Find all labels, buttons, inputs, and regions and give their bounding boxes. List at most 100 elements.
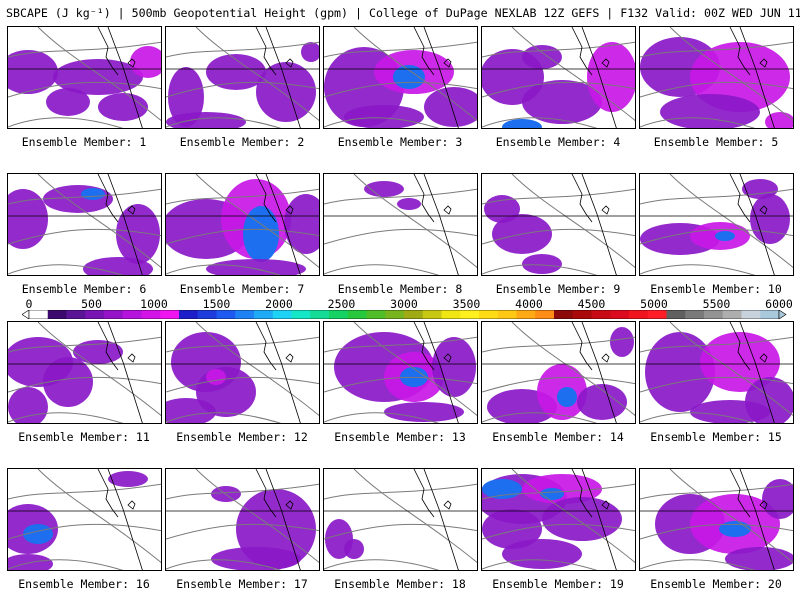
height-contour bbox=[640, 228, 793, 245]
colorbar-tick-label: 1000 bbox=[140, 297, 168, 311]
cape-shading bbox=[73, 340, 123, 364]
island-outline bbox=[443, 58, 452, 68]
colorbar-swatch bbox=[29, 310, 49, 319]
cape-shading bbox=[211, 547, 301, 570]
cape-shading bbox=[482, 479, 522, 499]
colorbar-swatch bbox=[741, 310, 761, 319]
coastline bbox=[255, 469, 277, 518]
height-contour bbox=[324, 483, 477, 500]
cape-shading bbox=[762, 479, 793, 519]
height-contour bbox=[8, 376, 161, 393]
cape-shading bbox=[206, 54, 266, 90]
map-title: SBCAPE (J kg⁻¹) | 500mb Geopotential Hei… bbox=[6, 6, 800, 20]
height-contour bbox=[324, 188, 477, 205]
ensemble-member-map bbox=[7, 26, 162, 129]
coastline bbox=[729, 322, 751, 371]
coastline bbox=[729, 174, 751, 223]
state-border bbox=[739, 174, 775, 275]
ensemble-member-map bbox=[323, 468, 478, 571]
colorbar-tick-label: 5000 bbox=[640, 297, 668, 311]
coastline bbox=[729, 469, 751, 518]
colorbar-swatch bbox=[272, 310, 292, 319]
colorbar-tick-label: 5500 bbox=[702, 297, 731, 311]
ensemble-member-label: Ensemble Member: 7 bbox=[179, 282, 305, 296]
map-canvas bbox=[166, 27, 319, 128]
cape-shading bbox=[432, 337, 476, 397]
cape-shading bbox=[610, 327, 634, 357]
coastline bbox=[571, 469, 593, 518]
cape-shading bbox=[23, 524, 53, 544]
ensemble-member-map bbox=[639, 468, 794, 571]
height-contour bbox=[482, 228, 635, 245]
height-contour bbox=[166, 41, 319, 58]
map-canvas bbox=[640, 27, 793, 128]
ensemble-member-label: Ensemble Member: 12 bbox=[176, 430, 308, 444]
island-outline bbox=[127, 500, 136, 510]
state-border bbox=[581, 469, 617, 570]
colorbar-swatch bbox=[291, 310, 311, 319]
cape-shading bbox=[522, 254, 562, 274]
ensemble-member-label: Ensemble Member: 14 bbox=[492, 430, 624, 444]
cape-shading bbox=[243, 206, 279, 262]
island-outline bbox=[285, 500, 294, 510]
map-canvas bbox=[482, 322, 635, 423]
height-contour bbox=[166, 188, 319, 205]
cape-shading bbox=[83, 257, 153, 275]
cape-shading bbox=[765, 112, 793, 128]
map-canvas bbox=[8, 174, 161, 275]
cape-shading bbox=[116, 204, 160, 264]
cape-shading bbox=[46, 88, 90, 116]
cape-shading bbox=[577, 384, 627, 420]
map-canvas bbox=[166, 469, 319, 570]
ensemble-member-label: Ensemble Member: 5 bbox=[653, 135, 779, 149]
ensemble-member-map bbox=[165, 321, 320, 424]
island-outline bbox=[601, 58, 610, 68]
state-border bbox=[423, 469, 459, 570]
island-outline bbox=[601, 500, 610, 510]
height-contour bbox=[640, 483, 793, 500]
cape-shading bbox=[725, 547, 793, 570]
state-border bbox=[739, 469, 775, 570]
cape-shading bbox=[660, 94, 760, 128]
cape-shading bbox=[502, 119, 542, 128]
colorbar-swatch bbox=[160, 310, 180, 319]
cape-shading bbox=[206, 369, 226, 385]
map-canvas bbox=[324, 469, 477, 570]
cape-shading bbox=[542, 497, 622, 541]
colorbar-swatch bbox=[347, 310, 367, 319]
state-border bbox=[265, 322, 301, 423]
cape-shading bbox=[344, 105, 424, 128]
ensemble-member-map bbox=[7, 173, 162, 276]
colorbar-swatch bbox=[141, 310, 161, 319]
state-border bbox=[265, 174, 301, 275]
colorbar-swatch bbox=[460, 310, 480, 319]
ensemble-member-label: Ensemble Member: 3 bbox=[337, 135, 463, 149]
height-contour bbox=[8, 412, 124, 423]
coastline bbox=[571, 322, 593, 371]
colorbar-swatch bbox=[47, 310, 67, 319]
colorbar-tick-label: 500 bbox=[81, 297, 102, 311]
ensemble-member-label: Ensemble Member: 9 bbox=[495, 282, 621, 296]
cape-shading bbox=[53, 59, 143, 95]
state-border bbox=[581, 174, 617, 275]
height-contour bbox=[640, 412, 756, 423]
height-contour bbox=[8, 559, 124, 570]
height-contour bbox=[640, 559, 756, 570]
colorbar-swatch bbox=[422, 310, 442, 319]
colorbar-swatch bbox=[666, 310, 686, 319]
colorbar-swatch bbox=[516, 310, 536, 319]
height-contour bbox=[324, 264, 440, 275]
colorbar-tick-label: 2000 bbox=[265, 297, 293, 311]
height-contour bbox=[324, 41, 477, 58]
colorbar-tick-label: 3500 bbox=[452, 297, 481, 311]
height-contour bbox=[166, 228, 319, 245]
height-contour bbox=[640, 117, 756, 128]
map-canvas bbox=[8, 27, 161, 128]
height-contour bbox=[482, 117, 598, 128]
cape-shading bbox=[690, 400, 770, 423]
colorbar-swatch bbox=[441, 310, 461, 319]
height-contour bbox=[640, 336, 793, 353]
ensemble-member-label: Ensemble Member: 2 bbox=[179, 135, 305, 149]
state-border bbox=[423, 27, 459, 128]
ensemble-member-map bbox=[639, 321, 794, 424]
